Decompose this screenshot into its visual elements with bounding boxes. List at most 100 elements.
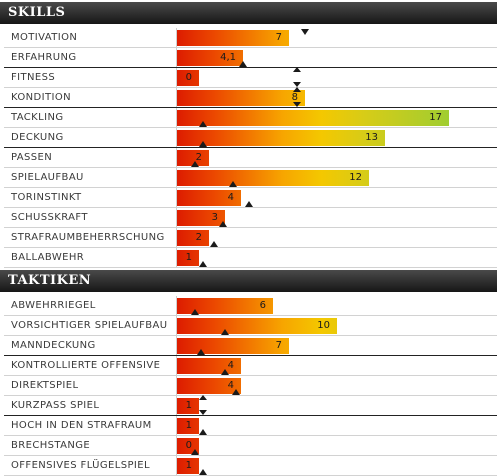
row-separator xyxy=(4,375,497,376)
value-label: 0 xyxy=(185,440,192,451)
attribute-row: FITNESS 0 xyxy=(0,67,497,88)
value-bar: 10 xyxy=(177,318,337,334)
value-bar-fill xyxy=(177,50,243,66)
value-label: 4 xyxy=(227,360,234,371)
attribute-row: TORINSTINKT 4 xyxy=(0,188,497,208)
row-separator xyxy=(4,415,497,416)
reference-marker-icon xyxy=(221,329,229,335)
reference-marker-icon xyxy=(221,369,229,375)
value-label: 4 xyxy=(227,192,234,203)
attribute-row: BALLABWEHR 1 xyxy=(0,248,497,268)
row-separator xyxy=(4,207,497,208)
attribute-row: MANNDECKUNG 7 xyxy=(0,336,497,356)
value-bar: 1 xyxy=(177,398,199,414)
value-label: 3 xyxy=(211,212,218,223)
value-label: 7 xyxy=(275,32,282,43)
value-bar: 4,1 xyxy=(177,50,243,66)
attribute-row: OFFENSIVES FLÜGELSPIEL 1 xyxy=(0,456,497,476)
column-divider xyxy=(176,108,177,128)
column-divider xyxy=(176,456,177,476)
value-bar-fill xyxy=(177,110,449,126)
value-bar-fill xyxy=(177,170,369,186)
value-bar-fill xyxy=(177,210,225,226)
attribute-row: DIREKTSPIEL 4 xyxy=(0,376,497,396)
taktiken-section-header: TAKTIKEN xyxy=(0,270,497,292)
attribute-label: STRAFRAUMBEHERRSCHUNG xyxy=(11,232,165,243)
row-separator xyxy=(4,395,497,396)
row-separator xyxy=(4,87,497,88)
row-separator xyxy=(4,167,497,168)
attribute-label: TACKLING xyxy=(11,112,64,123)
row-separator xyxy=(4,335,497,336)
reference-marker-icon xyxy=(293,67,301,72)
value-bar-fill xyxy=(177,30,289,46)
column-divider xyxy=(176,88,177,108)
attribute-row: KONDITION 8 xyxy=(0,87,497,108)
row-separator xyxy=(4,435,497,436)
value-bar: 1 xyxy=(177,418,199,434)
value-bar: 2 xyxy=(177,230,209,246)
attribute-label: MOTIVATION xyxy=(11,32,78,43)
attribute-label: BRECHSTANGE xyxy=(11,440,91,451)
attribute-label: SPIELAUFBAU xyxy=(11,172,84,183)
reference-marker-icon xyxy=(191,449,199,455)
value-bar: 12 xyxy=(177,170,369,186)
value-bar-fill xyxy=(177,130,385,146)
row-separator xyxy=(4,107,497,108)
reference-marker-icon xyxy=(301,29,309,35)
value-bar: 2 xyxy=(177,150,209,166)
value-bar-fill xyxy=(177,250,199,266)
row-separator xyxy=(4,147,497,148)
value-bar: 3 xyxy=(177,210,225,226)
column-divider xyxy=(176,168,177,188)
value-label: 2 xyxy=(195,232,202,243)
attribute-label: PASSEN xyxy=(11,152,53,163)
column-divider xyxy=(176,248,177,268)
column-divider xyxy=(176,316,177,336)
attribute-row: ABWEHRRIEGEL 6 xyxy=(0,296,497,316)
value-bar: 4 xyxy=(177,190,241,206)
value-bar: 8 xyxy=(177,90,305,106)
value-bar-fill xyxy=(177,418,199,434)
value-bar: 4 xyxy=(177,358,241,374)
value-bar-fill xyxy=(177,90,305,106)
value-label: 8 xyxy=(291,92,298,103)
value-bar-fill xyxy=(177,298,273,314)
attribute-row: TACKLING 17 xyxy=(0,108,497,128)
column-divider xyxy=(176,376,177,396)
column-divider xyxy=(176,356,177,376)
row-separator xyxy=(4,355,497,356)
value-label: 6 xyxy=(259,300,266,311)
value-bar: 1 xyxy=(177,250,199,266)
reference-marker-icon xyxy=(199,410,207,415)
attribute-label: HOCH IN DEN STRAFRAUM xyxy=(11,420,152,431)
column-divider xyxy=(176,228,177,248)
value-bar: 17 xyxy=(177,110,449,126)
reference-marker-icon xyxy=(199,121,207,127)
value-label: 1 xyxy=(185,400,192,411)
value-bar-fill xyxy=(177,338,289,354)
column-divider xyxy=(176,188,177,208)
value-bar: 6 xyxy=(177,298,273,314)
attribute-label: KONDITION xyxy=(11,92,72,103)
reference-marker-icon xyxy=(199,141,207,147)
value-label: 1 xyxy=(185,420,192,431)
attribute-row: KONTROLLIERTE OFFENSIVE 4 xyxy=(0,356,497,376)
value-label: 4,1 xyxy=(220,52,236,63)
attribute-label: MANNDECKUNG xyxy=(11,340,96,351)
column-divider xyxy=(176,436,177,456)
value-label: 10 xyxy=(317,320,330,331)
value-label: 17 xyxy=(429,112,442,123)
column-divider xyxy=(176,28,177,48)
reference-marker-icon xyxy=(210,241,218,247)
row-separator xyxy=(4,455,497,456)
reference-marker-icon xyxy=(245,201,253,207)
row-separator xyxy=(4,187,497,188)
value-label: 4 xyxy=(227,380,234,391)
skills-section-header: SKILLS xyxy=(0,2,497,24)
value-bar-fill xyxy=(177,70,199,86)
row-separator xyxy=(4,47,497,48)
reference-marker-icon xyxy=(293,102,301,107)
attribute-label: BALLABWEHR xyxy=(11,252,85,263)
column-divider xyxy=(176,48,177,68)
